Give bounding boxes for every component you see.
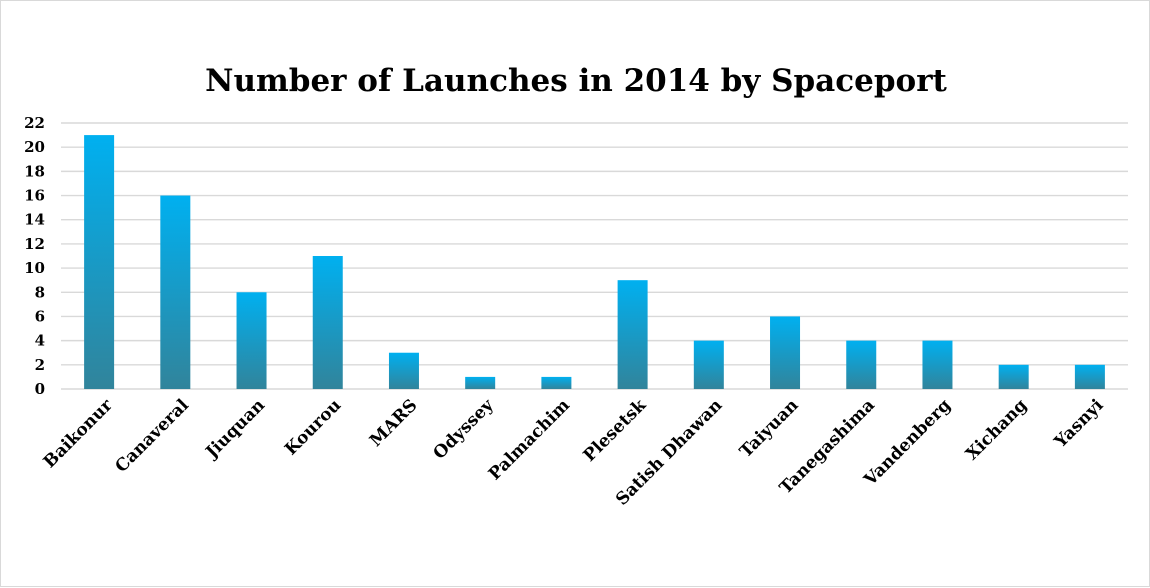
bar-taiyuan [770, 316, 801, 389]
bar-palmachim [541, 376, 572, 389]
y-tick-label: 16 [24, 187, 45, 205]
x-tick-label: Yasnyi [1050, 395, 1108, 453]
bar-canaveral [160, 195, 191, 389]
bar-tanegashima [846, 340, 877, 389]
bars [84, 135, 1105, 389]
y-tick-label: 22 [24, 114, 45, 132]
x-tick-label: Palmachim [485, 395, 574, 484]
y-tick-label: 12 [24, 235, 45, 253]
y-tick-label: 18 [24, 162, 45, 180]
y-tick-label: 6 [35, 307, 45, 325]
x-tick-label: Plesetsk [580, 395, 651, 466]
chart-title: Number of Launches in 2014 by Spaceport [205, 63, 947, 99]
bar-plesetsk [617, 280, 648, 389]
bar-satish-dhawan [693, 340, 724, 389]
y-tick-label: 20 [24, 138, 45, 156]
x-tick-label: Xichang [962, 395, 1031, 464]
x-tick-label: Kourou [281, 395, 345, 459]
y-tick-label: 10 [24, 259, 45, 277]
bar-yasnyi [1074, 364, 1105, 389]
x-tick-label: Baikonur [40, 395, 118, 473]
bar-xichang [998, 364, 1029, 389]
x-tick-label: Canaveral [112, 395, 194, 477]
bar-vandenberg [922, 340, 953, 389]
bar-odyssey [465, 376, 496, 389]
x-tick-label: Jiuquan [201, 395, 269, 463]
x-tick-label: MARS [366, 395, 421, 450]
bar-jiuquan [236, 292, 267, 389]
x-tick-label: Odyssey [430, 395, 499, 464]
y-tick-label: 4 [35, 332, 45, 350]
bar-baikonur [84, 135, 115, 389]
y-tick-label: 14 [24, 211, 45, 229]
bar-mars [388, 352, 419, 389]
y-tick-label: 0 [35, 380, 45, 398]
y-tick-label: 8 [35, 283, 45, 301]
gridlines [61, 122, 1128, 390]
y-axis-ticks: 0 2 4 6 8 10 12 14 16 18 20 22 [24, 114, 45, 398]
y-tick-label: 2 [35, 356, 45, 374]
x-tick-label: Taiyuan [736, 395, 803, 462]
bar-kourou [312, 256, 343, 389]
